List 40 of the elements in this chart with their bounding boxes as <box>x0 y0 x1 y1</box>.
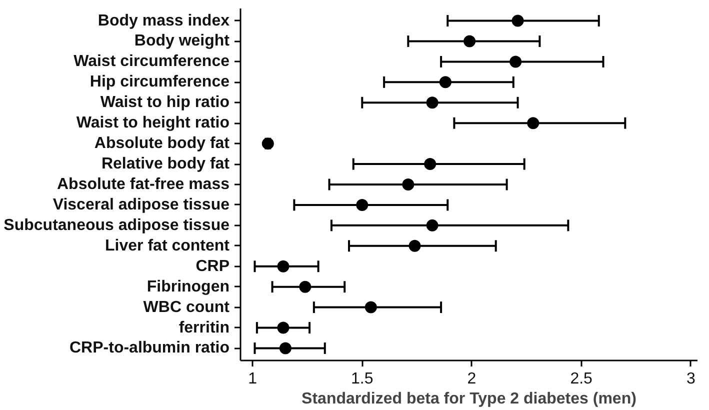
y-tick-label: CRP-to-albumin ratio <box>70 340 230 357</box>
y-tick-label: Fibrinogen <box>146 278 230 296</box>
y-tick-label: Relative body fat <box>101 156 230 173</box>
point <box>277 322 290 334</box>
point <box>510 56 522 68</box>
y-tick-label: Waist circumference <box>74 53 230 70</box>
y-tick-label: Body weight <box>134 32 230 50</box>
y-tick-label: Visceral adipose tissue <box>52 196 230 214</box>
point <box>299 280 312 293</box>
y-tick-label: Waist to hip ratio <box>100 94 230 112</box>
point <box>426 219 438 232</box>
point <box>464 35 476 48</box>
x-tick-label: 1.5 <box>351 370 374 388</box>
point <box>279 342 292 354</box>
point <box>426 96 438 109</box>
y-tick-label: Body mass index <box>98 12 230 30</box>
point <box>408 240 421 252</box>
point <box>277 260 290 272</box>
point <box>439 76 452 88</box>
y-tick-label: WBC count <box>143 298 230 316</box>
x-tick-label: 1 <box>248 370 258 388</box>
x-tick-label: 2.5 <box>570 370 593 388</box>
y-tick-label: Waist to height ratio <box>76 114 230 132</box>
point <box>356 198 368 211</box>
y-tick-label: CRP <box>196 258 230 275</box>
y-tick-label: Liver fat content <box>105 237 230 254</box>
y-tick-label: Hip circumference <box>90 74 230 91</box>
point <box>402 178 414 190</box>
x-tick-label: 2 <box>467 370 476 388</box>
point <box>424 158 436 170</box>
point <box>512 14 524 27</box>
y-tick-label: Subcutaneous adipose tissue <box>4 216 230 234</box>
point <box>527 117 540 130</box>
x-tick-label: 3 <box>686 370 696 388</box>
x-axis-title: Standardized beta for Type 2 diabetes (men) <box>302 390 636 408</box>
y-tick-label: Absolute body fat <box>94 135 230 152</box>
y-tick-label: Absolute fat-free mass <box>57 176 230 193</box>
y-tick-label: ferritin <box>178 319 230 336</box>
point <box>364 301 377 314</box>
point <box>262 138 274 150</box>
